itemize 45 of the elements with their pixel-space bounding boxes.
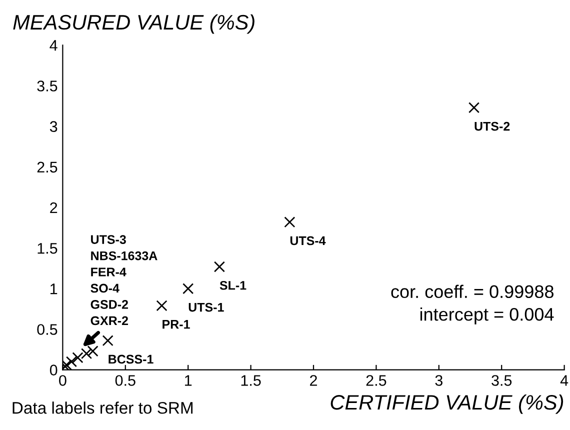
x-tick-label: 0	[59, 375, 66, 386]
point	[214, 261, 226, 272]
y-tick-label: 3.5	[37, 80, 58, 92]
x-tick-label: 4	[560, 375, 568, 386]
x-tick-label: 2	[310, 375, 317, 386]
x-tick-label: 1.5	[241, 375, 261, 386]
point	[66, 356, 78, 368]
point	[87, 346, 98, 357]
annotation: UTS-2	[474, 122, 510, 131]
point	[102, 335, 114, 346]
y-tick-label: 4	[50, 40, 58, 51]
y-tick-label: 1	[50, 284, 58, 294]
x-axis-title: CERTIFIED VALUE (%S)	[330, 394, 564, 414]
annotation: FER-4	[91, 268, 126, 276]
text: Data labels refer to SRM	[12, 402, 193, 414]
annotation: GXR-2	[90, 316, 128, 326]
annotation: cor. coeff. = 0.99988	[391, 284, 554, 298]
point	[182, 283, 194, 294]
y-tick-label: 2.5	[37, 162, 58, 173]
y-axis-title: MEASURED VALUE (%S)	[13, 14, 254, 34]
y-tick-label: 1.5	[38, 243, 58, 254]
point	[80, 348, 92, 360]
annotation: BCSS-1	[108, 354, 154, 364]
annotation: UTS-3	[91, 235, 126, 244]
annotation: PR-1	[162, 320, 190, 329]
x-tick-label: 2.5	[366, 375, 386, 386]
x-tick-label: 0.5	[115, 375, 136, 386]
annotation: UTS-4	[290, 236, 326, 246]
annotation: NBS-1633A	[91, 251, 158, 260]
y-tick-label: 3	[50, 121, 58, 132]
annotation: SL-1	[220, 280, 246, 290]
x-tick-label: 3.5	[492, 375, 512, 386]
annotation: UTS-1	[188, 302, 224, 312]
annotation: GSD-2	[90, 300, 128, 309]
point	[284, 216, 296, 228]
point	[156, 300, 168, 312]
point	[468, 102, 480, 114]
y-tick-label: 2	[50, 202, 58, 214]
point	[72, 352, 84, 364]
y-tick-label: 0.5	[37, 324, 58, 335]
y-tick-label: 0	[50, 364, 58, 376]
x-tick-label: 3	[435, 375, 442, 386]
x-tick-label: 1	[185, 375, 192, 386]
annotation: SO-4	[90, 284, 120, 293]
annotation: intercept = 0.004	[420, 308, 554, 324]
